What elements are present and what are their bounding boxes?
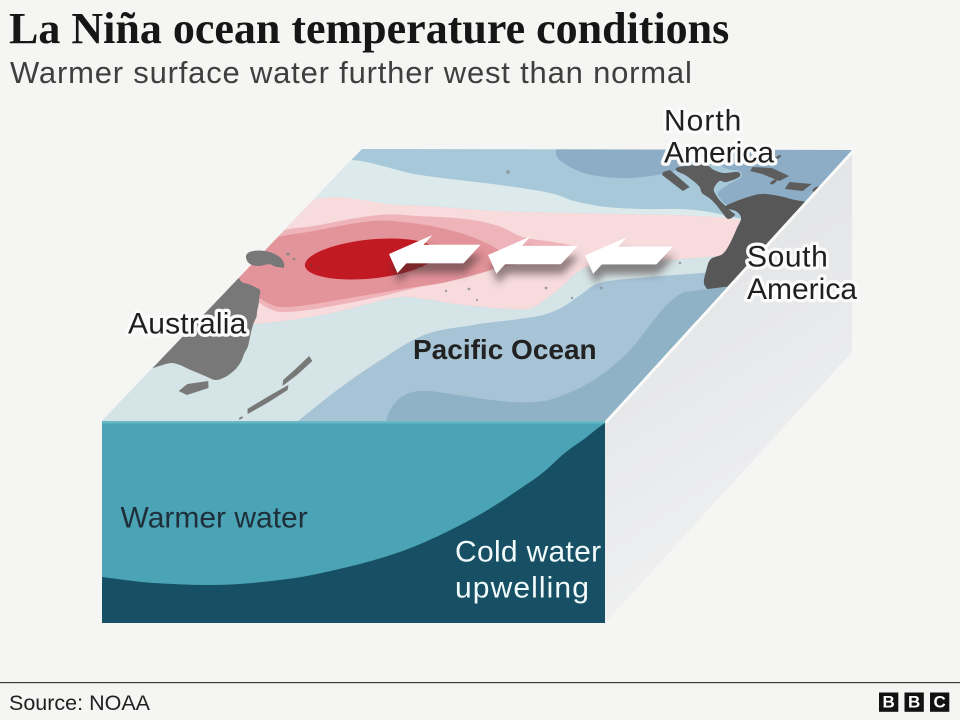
svg-text:B: B: [908, 693, 920, 712]
svg-text:Warmer surface water further w: Warmer surface water further west than n…: [10, 55, 693, 90]
svg-text:B: B: [883, 693, 895, 712]
svg-text:America: America: [664, 137, 774, 170]
svg-text:Source: NOAA: Source: NOAA: [9, 691, 151, 715]
svg-text:Australia: Australia: [128, 308, 247, 341]
svg-text:North: North: [664, 105, 742, 138]
svg-text:Cold water: Cold water: [455, 536, 601, 569]
svg-text:upwelling: upwelling: [455, 572, 590, 605]
svg-text:America: America: [747, 273, 857, 306]
svg-text:La Niña ocean temperature cond: La Niña ocean temperature conditions: [9, 4, 729, 53]
svg-text:Pacific Ocean: Pacific Ocean: [413, 334, 597, 365]
svg-text:C: C: [934, 693, 946, 712]
svg-text:South: South: [747, 241, 828, 274]
svg-text:Warmer water: Warmer water: [121, 502, 308, 535]
